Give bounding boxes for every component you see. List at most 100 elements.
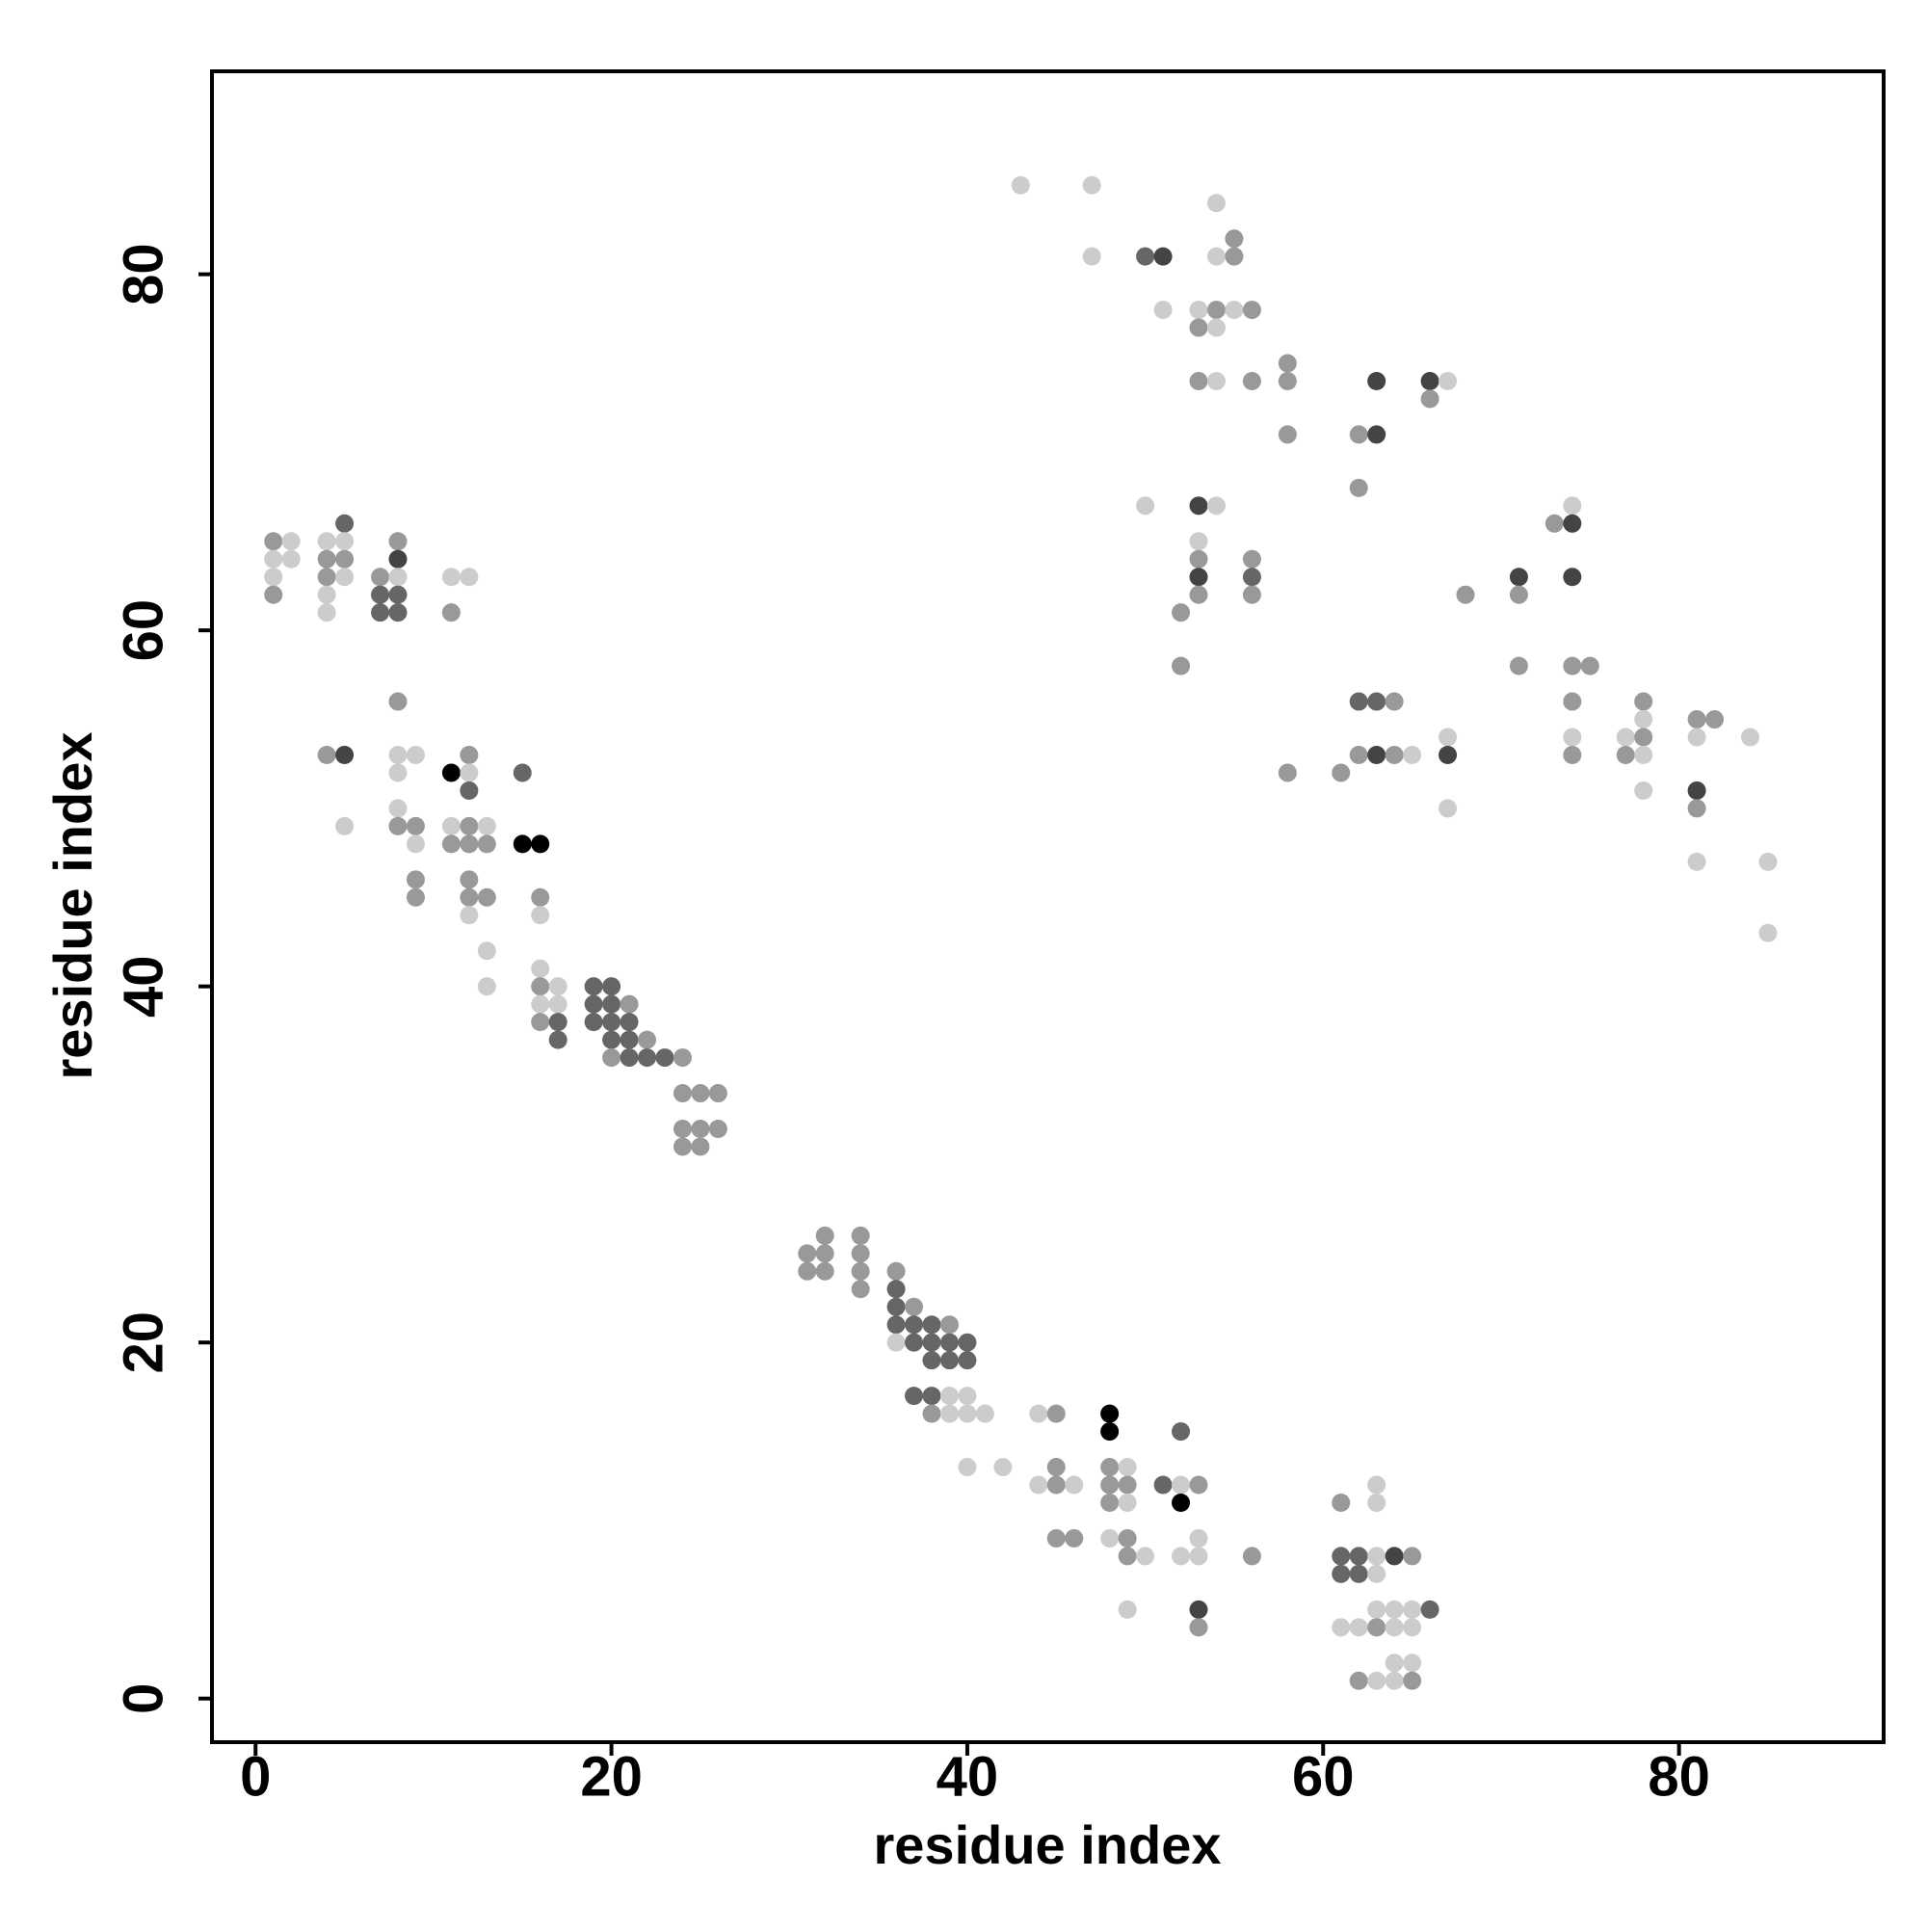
point xyxy=(1172,1493,1191,1512)
point xyxy=(513,763,532,782)
point xyxy=(1100,1493,1120,1512)
point xyxy=(335,816,355,835)
point xyxy=(1189,1618,1208,1637)
point xyxy=(548,977,568,996)
point xyxy=(371,603,390,622)
point xyxy=(1278,354,1297,373)
point xyxy=(1118,1600,1137,1619)
point xyxy=(1580,656,1599,675)
point xyxy=(1385,692,1404,711)
point xyxy=(388,692,408,711)
point xyxy=(1118,1458,1137,1477)
point xyxy=(1439,799,1458,818)
point xyxy=(388,532,408,551)
point xyxy=(460,568,479,587)
point xyxy=(1367,425,1386,444)
point xyxy=(1563,728,1582,747)
point xyxy=(1367,1475,1386,1495)
point xyxy=(922,1315,941,1335)
point xyxy=(264,549,283,569)
point xyxy=(1563,692,1582,711)
point xyxy=(460,870,479,889)
point xyxy=(1634,728,1653,747)
point xyxy=(1509,656,1528,675)
point xyxy=(1206,301,1226,320)
point xyxy=(1172,603,1191,622)
point xyxy=(264,532,283,551)
point xyxy=(602,994,621,1014)
point xyxy=(1385,1600,1404,1619)
point xyxy=(531,977,550,996)
point xyxy=(1189,1475,1208,1495)
point xyxy=(1349,745,1368,764)
point xyxy=(1509,585,1528,604)
point xyxy=(1349,692,1368,711)
point xyxy=(1439,371,1458,390)
point xyxy=(460,816,479,835)
point xyxy=(1065,1528,1084,1548)
point xyxy=(1242,371,1261,390)
point xyxy=(1118,1475,1137,1495)
point xyxy=(335,549,355,569)
point xyxy=(531,887,550,907)
point xyxy=(673,1119,692,1138)
point xyxy=(1385,1671,1404,1690)
point xyxy=(1153,1475,1173,1495)
x-tick-label: 0 xyxy=(240,1745,271,1808)
point xyxy=(1118,1528,1137,1548)
point xyxy=(815,1261,834,1281)
point xyxy=(1225,301,1244,320)
point xyxy=(708,1084,727,1103)
point xyxy=(939,1333,959,1352)
point xyxy=(1687,781,1706,800)
point xyxy=(1136,1547,1155,1566)
point xyxy=(531,906,550,925)
point xyxy=(1136,496,1155,516)
point xyxy=(1687,710,1706,729)
point xyxy=(958,1387,977,1406)
point xyxy=(1065,1475,1084,1495)
point xyxy=(1420,371,1439,390)
point xyxy=(1029,1404,1048,1423)
point xyxy=(531,1013,550,1032)
point xyxy=(1189,301,1208,320)
point xyxy=(317,585,336,604)
point xyxy=(388,568,408,587)
point xyxy=(1367,371,1386,390)
point xyxy=(317,603,336,622)
point xyxy=(1206,318,1226,337)
point xyxy=(1403,1600,1422,1619)
point xyxy=(851,1244,870,1263)
point xyxy=(602,977,621,996)
point xyxy=(655,1048,674,1068)
point xyxy=(708,1119,727,1138)
point xyxy=(388,603,408,622)
point xyxy=(406,834,425,854)
point xyxy=(317,568,336,587)
point xyxy=(1544,514,1564,533)
point xyxy=(1206,496,1226,516)
x-tick-label: 20 xyxy=(580,1745,643,1808)
point xyxy=(1349,1547,1368,1566)
x-tick-label: 40 xyxy=(937,1745,999,1808)
point xyxy=(317,532,336,551)
point xyxy=(1687,852,1706,871)
point xyxy=(1242,1547,1261,1566)
point xyxy=(1563,496,1582,516)
point xyxy=(815,1244,834,1263)
point xyxy=(1332,1493,1351,1512)
point xyxy=(958,1333,977,1352)
point xyxy=(1509,568,1528,587)
point xyxy=(1242,568,1261,587)
point xyxy=(335,514,355,533)
point xyxy=(922,1404,941,1423)
point xyxy=(1332,1564,1351,1583)
point xyxy=(1349,1671,1368,1690)
point xyxy=(477,941,496,961)
point xyxy=(958,1458,977,1477)
point xyxy=(388,816,408,835)
point xyxy=(1100,1528,1120,1548)
point xyxy=(1153,247,1173,266)
